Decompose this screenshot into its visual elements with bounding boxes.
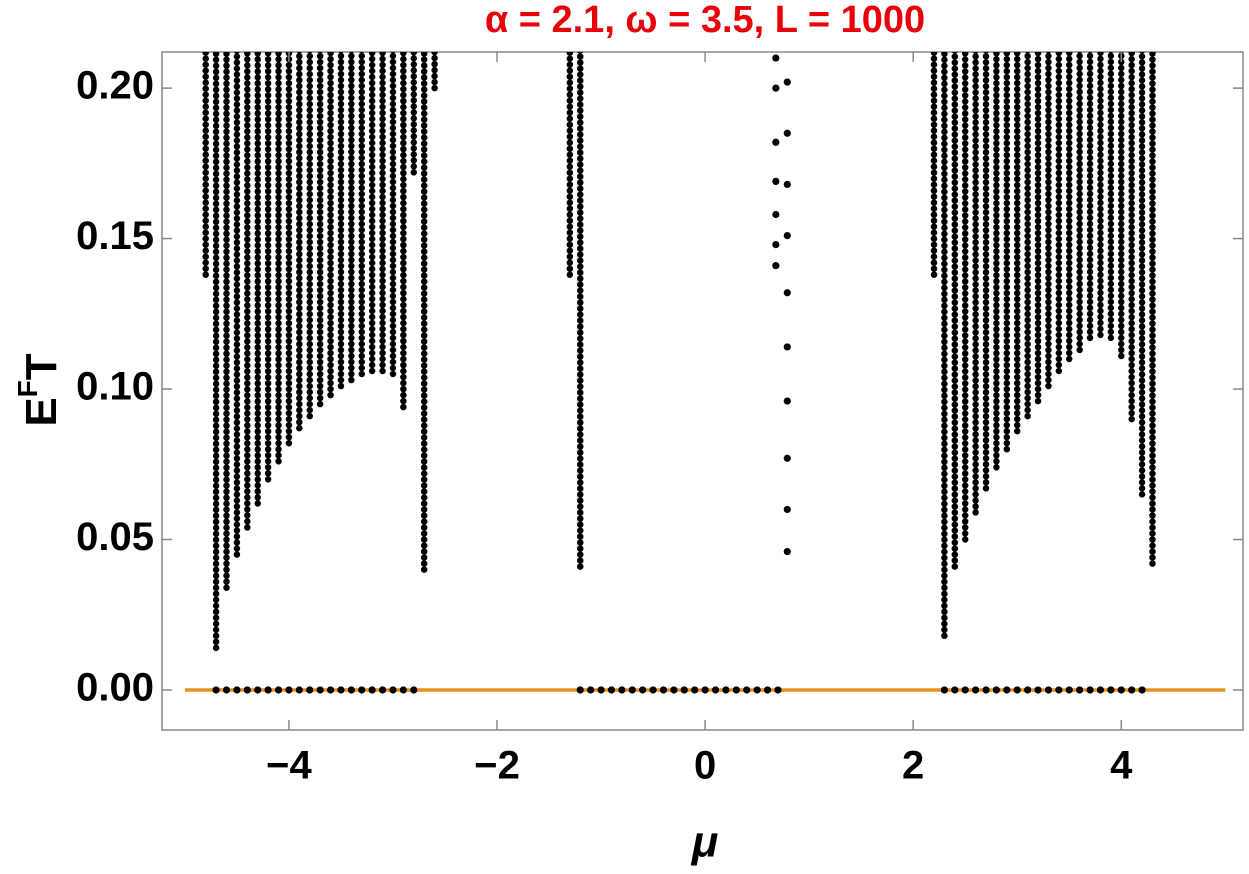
dot	[772, 262, 780, 270]
dot	[722, 686, 730, 694]
dot	[1055, 686, 1063, 694]
dot	[649, 686, 657, 694]
dot	[940, 686, 948, 694]
dot	[783, 129, 791, 137]
dot	[254, 686, 262, 694]
dot	[347, 686, 355, 694]
dot	[274, 686, 283, 694]
dot	[753, 686, 761, 694]
dot	[378, 686, 387, 694]
dot	[1096, 686, 1105, 694]
dot	[618, 686, 626, 694]
dot	[1024, 686, 1032, 694]
dot	[1128, 686, 1136, 694]
dot	[961, 686, 969, 694]
y-tick-label: 0.15	[76, 214, 154, 258]
dot	[337, 686, 345, 694]
x-tick-label: 2	[902, 744, 924, 788]
dot	[233, 686, 241, 694]
y-tick-label: 0.00	[76, 666, 154, 710]
dot	[243, 686, 251, 694]
dot	[774, 686, 782, 694]
dot	[1013, 686, 1021, 694]
y-label-tail: T	[17, 353, 66, 380]
dot	[628, 686, 636, 694]
dot	[587, 686, 595, 694]
dot	[711, 686, 720, 694]
dot	[1107, 686, 1115, 694]
dot	[607, 686, 616, 694]
x-tick-label: 0	[694, 744, 716, 788]
dot	[732, 686, 740, 694]
dot	[783, 231, 791, 240]
x-axis-label: μ	[690, 818, 719, 867]
dot	[772, 177, 780, 186]
y-label-sup: F	[12, 380, 43, 397]
plot-area	[184, 52, 1226, 694]
y-tick-label: 0.20	[76, 64, 154, 108]
y-axis-label: EFT	[12, 353, 65, 426]
dot	[772, 240, 780, 249]
dot	[399, 686, 407, 694]
dot	[783, 78, 791, 86]
dot	[763, 686, 772, 694]
dot	[389, 686, 397, 694]
x-tick-label: −2	[474, 744, 520, 788]
dot	[659, 686, 668, 694]
dot	[1138, 686, 1146, 694]
x-tick-label: −4	[266, 744, 312, 788]
x-tick-label: 4	[1110, 744, 1133, 788]
dot	[701, 686, 709, 694]
dot	[1117, 686, 1125, 694]
dot	[316, 686, 324, 694]
dot	[222, 686, 231, 694]
dot	[264, 686, 272, 694]
dot	[1044, 686, 1053, 694]
dot	[576, 686, 584, 694]
dot	[783, 343, 791, 351]
dot	[326, 686, 335, 694]
dot	[783, 180, 791, 189]
dot	[743, 686, 751, 694]
dot	[691, 686, 699, 694]
dot	[951, 686, 959, 694]
dot	[992, 686, 1001, 694]
dot	[1034, 686, 1042, 694]
dot	[1065, 686, 1073, 694]
y-tick-label: 0.10	[76, 365, 154, 409]
dot	[639, 686, 647, 694]
dot	[597, 686, 605, 694]
dot	[783, 505, 791, 514]
y-label-base: E	[17, 397, 66, 426]
dot	[772, 138, 780, 146]
dot	[285, 686, 293, 694]
y-tick-label: 0.05	[76, 515, 154, 559]
plot-frame	[161, 51, 1244, 731]
dot	[1076, 686, 1084, 694]
dot	[306, 686, 314, 694]
dot	[783, 289, 791, 297]
dot	[368, 686, 376, 694]
dot	[410, 686, 418, 694]
dot	[982, 686, 990, 694]
dot	[772, 54, 780, 62]
dot	[1003, 686, 1011, 694]
dot	[772, 84, 780, 92]
dot	[772, 210, 780, 219]
dot	[358, 686, 366, 694]
dot	[972, 686, 980, 694]
chart-title: α = 2.1, ω = 3.5, L = 1000	[485, 0, 925, 41]
dot	[783, 397, 791, 405]
dot	[1086, 686, 1094, 694]
dot	[783, 547, 791, 556]
dot	[783, 454, 791, 462]
dot	[212, 686, 220, 694]
dot	[680, 686, 688, 694]
dot	[670, 686, 678, 694]
dot	[295, 686, 303, 694]
